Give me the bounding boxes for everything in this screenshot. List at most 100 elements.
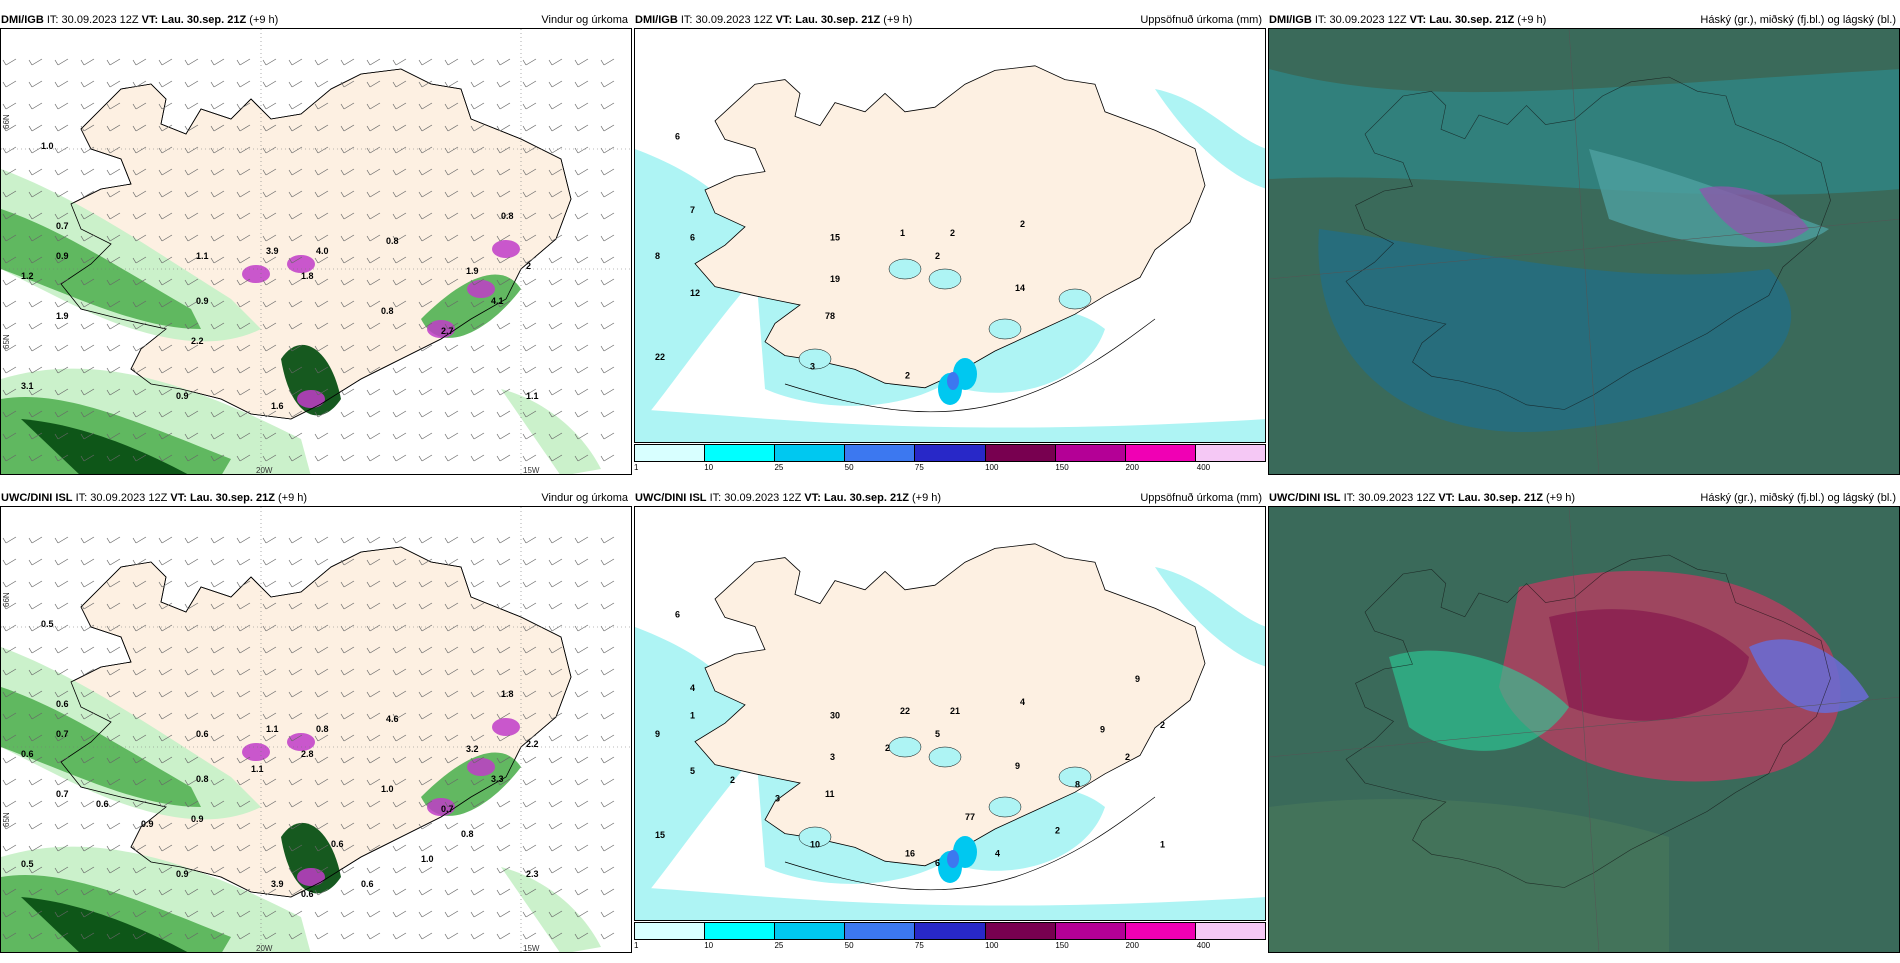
accum-precip-cell [1058,288,1092,310]
wind-barb-icon [548,690,563,698]
wind-barb-icon [340,168,355,176]
wind-barb-icon [522,102,537,110]
wind-barb-icon [80,756,95,764]
wind-barb-icon [80,212,95,220]
wind-barb-icon [418,234,433,242]
wind-barb-icon [158,366,173,374]
wind-barb-icon [106,410,121,418]
wind-barb-icon [470,212,485,220]
wind-barb-icon [600,558,615,566]
wind-barb-icon [236,558,251,566]
wind-barb-icon [340,580,355,588]
wind-barb-icon [574,300,589,308]
map-panel-p6: UWC/DINI ISL IT: 30.09.2023 12Z VT: Lau.… [1268,488,1900,963]
wind-barb-icon [184,756,199,764]
wind-barb-icon [80,580,95,588]
wind-barb-icon [236,212,251,220]
wind-barb-icon [132,102,147,110]
lead-time: (+9 h) [883,14,913,26]
heavy-precip-cell [287,255,315,273]
lead-time: (+9 h) [1546,492,1576,504]
map-canvas: 20W 15W 66N 65N 1.0 0.7 0.9 1.2 1.9 3.1 1.1 0.9 2.2 0… [0,28,632,475]
wind-barb-icon [522,388,537,396]
wind-barb-icon [288,102,303,110]
wind-barb-icon [340,278,355,286]
colorbar-swatch [1195,923,1265,939]
wind-barb-icon [132,558,147,566]
wind-barb-icon [522,124,537,132]
colorbar-swatch [915,923,986,939]
lead-time: (+9 h) [249,14,279,26]
map-panel-p4: UWC/DINI ISL IT: 30.09.2023 12Z VT: Lau.… [0,488,632,963]
wind-barb-icon [54,822,69,830]
wind-barb-icon [444,102,459,110]
wind-barb-icon [2,124,17,132]
wind-barb-icon [28,668,43,676]
wind-barb-icon [54,778,69,786]
wind-barb-icon [418,58,433,66]
wind-barb-icon [2,822,17,830]
map-value-label: 1.2 [21,271,34,281]
it-label: IT: [1314,14,1327,26]
wind-barb-icon [470,646,485,654]
wind-barb-icon [262,278,277,286]
vt-label: VT: [170,492,187,504]
wind-barb-icon [28,212,43,220]
heavy-precip-cell [242,743,270,761]
accum-precip-max [947,372,959,390]
map-value-label: 1.9 [466,266,479,276]
wind-barb-icon [54,80,69,88]
wind-barb-icon [522,366,537,374]
precip-area [281,822,341,894]
valid-time: Lau. 30.sep. 21Z [161,14,247,26]
map-value-label: 21 [950,706,960,716]
wind-barb-icon [340,866,355,874]
wind-barb-icon [418,712,433,720]
map-canvas [1268,506,1900,953]
wind-barb-icon [366,800,381,808]
map-value-label: 0.9 [191,814,204,824]
wind-barb-icon [288,646,303,654]
wind-barb-icon [600,646,615,654]
wind-barb-icon [262,712,277,720]
wind-barb-icon [106,734,121,742]
panel-header: DMI/IGB IT: 30.09.2023 12Z VT: Lau. 30.s… [634,10,1266,30]
wind-barb-icon [600,80,615,88]
wind-barb-icon [418,278,433,286]
map-value-label: 2 [885,743,890,753]
wind-barb-icon [54,866,69,874]
wind-barb-icon [418,822,433,830]
wind-barb-icon [340,910,355,918]
wind-barb-icon [574,388,589,396]
accum-precip-cell [888,736,922,758]
map-value-label: 2.2 [526,739,539,749]
heavy-precip-cell [297,868,325,886]
wind-barb-icon [236,778,251,786]
map-value-label: 3.1 [21,381,34,391]
wind-barb-icon [418,344,433,352]
map-value-label: 0.6 [21,749,34,759]
wind-barb-icon [600,932,615,940]
wind-barb-icon [132,646,147,654]
wind-barb-icon [496,80,511,88]
wind-barb-icon [392,646,407,654]
map-value-label: 8 [655,251,660,261]
wind-barb-icon [470,668,485,676]
wind-barb-icon [262,190,277,198]
wind-barb-icon [288,454,303,462]
wind-barb-icon [288,844,303,852]
map-value-label: 77 [965,812,975,822]
wind-barb-icon [496,932,511,940]
map-value-label: 2 [526,261,531,271]
wind-barb-icon [522,234,537,242]
wind-barb-icon [158,256,173,264]
accum-precip-cell [988,318,1022,340]
wind-barb-icon [496,256,511,264]
wind-barb-icon [496,822,511,830]
model-name: UWC/DINI ISL [1,492,73,504]
wind-barb-icon [288,756,303,764]
wind-barb-icon [366,822,381,830]
wind-barb-icon [392,580,407,588]
wind-barb-icon [106,366,121,374]
wind-barb-icon [262,624,277,632]
